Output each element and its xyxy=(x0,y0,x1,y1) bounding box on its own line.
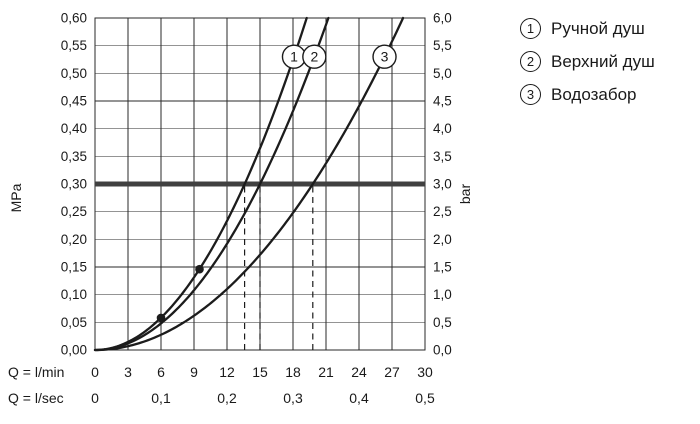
legend-label-overhead-shower: Верхний душ xyxy=(551,51,655,71)
svg-text:0,20: 0,20 xyxy=(61,232,87,247)
svg-text:0: 0 xyxy=(91,390,99,406)
svg-text:0,60: 0,60 xyxy=(61,11,87,26)
svg-text:0,25: 0,25 xyxy=(61,204,87,219)
svg-text:0,4: 0,4 xyxy=(349,390,369,406)
svg-text:21: 21 xyxy=(318,364,334,380)
svg-text:1: 1 xyxy=(290,49,298,65)
svg-text:MPa: MPa xyxy=(8,183,24,212)
legend-item-hand-shower: 1 Ручной душ xyxy=(520,18,655,39)
svg-text:0,5: 0,5 xyxy=(433,315,452,330)
curve-3 xyxy=(93,16,405,352)
svg-text:2: 2 xyxy=(310,49,318,65)
curve-dots xyxy=(156,264,204,323)
svg-text:0,50: 0,50 xyxy=(61,66,87,81)
legend-item-overhead-shower: 2 Верхний душ xyxy=(520,51,655,72)
svg-text:12: 12 xyxy=(219,364,235,380)
svg-text:30: 30 xyxy=(417,364,433,380)
svg-text:0,15: 0,15 xyxy=(61,260,87,275)
svg-text:2,5: 2,5 xyxy=(433,204,452,219)
svg-text:0,0: 0,0 xyxy=(433,343,452,358)
legend-marker-1-icon: 1 xyxy=(520,18,541,39)
svg-text:5,5: 5,5 xyxy=(433,38,452,53)
y-axis-right-labels: 0,0 0,5 1,0 1,5 2,0 2,5 3,0 3,5 4,0 4,5 5,0 5,5 6,0 b… xyxy=(433,11,473,358)
svg-text:Q = l/min: Q = l/min xyxy=(8,364,64,380)
legend-item-water-intake: 3 Водозабор xyxy=(520,84,655,105)
svg-text:Q = l/sec: Q = l/sec xyxy=(8,390,64,406)
svg-text:0,55: 0,55 xyxy=(61,38,87,53)
svg-text:2,0: 2,0 xyxy=(433,232,452,247)
svg-text:0,45: 0,45 xyxy=(61,94,87,109)
svg-text:15: 15 xyxy=(252,364,268,380)
svg-text:0: 0 xyxy=(91,364,99,380)
svg-text:1,5: 1,5 xyxy=(433,260,452,275)
legend-marker-2-icon: 2 xyxy=(520,51,541,72)
svg-text:3: 3 xyxy=(124,364,132,380)
svg-text:3: 3 xyxy=(381,49,389,65)
svg-text:0,35: 0,35 xyxy=(61,149,87,164)
x-axis-lmin-labels: Q = l/min 0 3 6 9 12 15 18 21 24 27 30 xyxy=(8,364,433,380)
svg-text:bar: bar xyxy=(457,184,473,205)
svg-text:3,0: 3,0 xyxy=(433,177,452,192)
y-axis-left-labels: 0,00 0,05 0,10 0,15 0,20 0,25 0,30 0,35 0,40 0,45… xyxy=(8,11,87,358)
svg-text:0,1: 0,1 xyxy=(151,390,171,406)
legend: 1 Ручной душ 2 Верхний душ 3 Водозабор xyxy=(520,18,655,105)
svg-text:4,0: 4,0 xyxy=(433,121,452,136)
legend-label-hand-shower: Ручной душ xyxy=(551,18,645,38)
svg-text:3,5: 3,5 xyxy=(433,149,452,164)
svg-text:1,0: 1,0 xyxy=(433,287,452,302)
svg-text:0,30: 0,30 xyxy=(61,177,87,192)
legend-marker-3-icon: 3 xyxy=(520,84,541,105)
x-axis-lsec-labels: Q = l/sec 0 0,1 0,2 0,3 0,4 0,5 xyxy=(8,390,435,406)
svg-text:0,10: 0,10 xyxy=(61,287,87,302)
svg-text:24: 24 xyxy=(351,364,367,380)
svg-text:5,0: 5,0 xyxy=(433,66,452,81)
svg-text:0,3: 0,3 xyxy=(283,390,303,406)
svg-text:9: 9 xyxy=(190,364,198,380)
svg-text:0,00: 0,00 xyxy=(61,343,87,358)
svg-text:0,40: 0,40 xyxy=(61,121,87,136)
curve-2 xyxy=(93,16,330,352)
svg-text:0,5: 0,5 xyxy=(415,390,435,406)
svg-text:27: 27 xyxy=(384,364,400,380)
flow-pressure-chart: 1 2 30,000,050,100,150,200,250,300,350,400… xyxy=(8,11,473,407)
svg-text:18: 18 xyxy=(285,364,301,380)
svg-text:4,5: 4,5 xyxy=(433,94,452,109)
legend-label-water-intake: Водозабор xyxy=(551,84,637,104)
svg-text:6,0: 6,0 xyxy=(433,11,452,26)
svg-text:6: 6 xyxy=(157,364,165,380)
svg-text:0,2: 0,2 xyxy=(217,390,237,406)
svg-text:0,05: 0,05 xyxy=(61,315,87,330)
